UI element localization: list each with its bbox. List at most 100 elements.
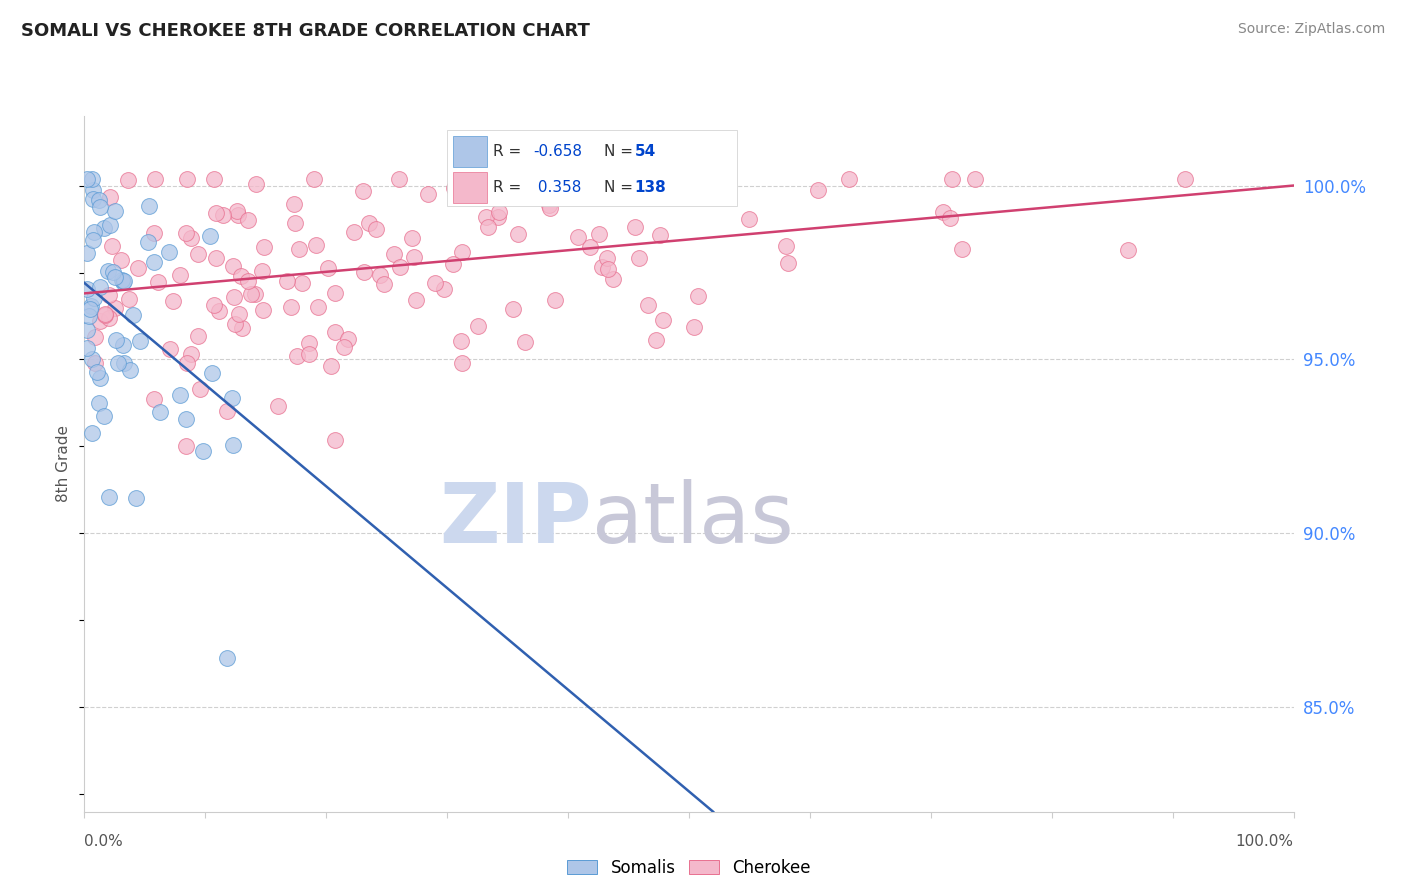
Point [624,219,647,234]
Point [477,220,499,235]
Point [112,275,135,289]
Point [353,265,375,279]
Point [652,312,675,326]
Point [298,335,321,350]
Point [221,391,243,405]
Point [602,272,624,286]
Point [298,346,321,360]
Point [738,211,761,226]
Point [280,300,302,314]
Text: 0.358: 0.358 [533,180,581,194]
Point [104,301,127,315]
Point [205,251,228,265]
Point [939,211,962,226]
Point [80,299,103,313]
Point [283,197,305,211]
Point [200,229,222,244]
Point [169,388,191,402]
Point [451,244,474,259]
Point [291,276,314,290]
Point [228,307,250,321]
Point [80,352,103,367]
Point [201,367,224,381]
Point [111,338,134,352]
Point [650,227,672,242]
Point [486,210,509,224]
Point [683,320,706,334]
Point [336,333,359,347]
Point [343,225,366,239]
Point [425,276,447,290]
Point [775,239,797,253]
Point [104,333,127,347]
Point [110,253,132,268]
Text: SOMALI VS CHEROKEE 8TH GRADE CORRELATION CHART: SOMALI VS CHEROKEE 8TH GRADE CORRELATION… [21,22,591,40]
Point [238,274,260,288]
Point [243,287,266,301]
Point [89,314,111,328]
Point [112,274,135,288]
Point [176,355,198,369]
Point [267,400,290,414]
Point [467,318,489,333]
Point [104,270,127,285]
Point [118,293,141,307]
Point [579,240,602,254]
Point [323,433,346,447]
Point [506,227,529,242]
Point [94,307,117,321]
Point [76,341,98,355]
Point [174,226,197,240]
Point [637,298,659,312]
Point [253,240,276,254]
Point [382,247,405,261]
Point [101,238,124,252]
Point [686,289,709,303]
Point [143,171,166,186]
Point [557,171,579,186]
Point [245,178,267,192]
Text: R =: R = [494,144,526,159]
Point [129,334,152,348]
Point [127,260,149,275]
Point [941,171,963,186]
Point [202,298,225,312]
Point [89,280,111,294]
Point [159,244,181,259]
Point [252,303,274,318]
Point [450,334,472,348]
Point [538,201,561,215]
Point [142,226,165,240]
Point [98,190,121,204]
Point [807,183,830,197]
Text: Source: ZipAtlas.com: Source: ZipAtlas.com [1237,22,1385,37]
Point [645,333,668,347]
Point [97,264,120,278]
Point [222,290,245,304]
Text: N =: N = [605,144,638,159]
Point [112,356,135,370]
Point [776,255,799,269]
Point [98,287,121,301]
Point [285,349,308,363]
Point [387,171,409,186]
Point [187,329,209,343]
Point [231,320,253,334]
FancyBboxPatch shape [453,136,486,167]
Point [359,216,381,230]
Point [222,259,245,273]
Point [373,277,395,291]
Point [564,171,586,186]
Point [148,275,170,289]
Text: 54: 54 [634,144,655,159]
Point [240,286,263,301]
Text: R =: R = [494,180,526,194]
Point [443,181,465,195]
Text: 100.0%: 100.0% [1236,834,1294,849]
Point [591,260,613,274]
Point [838,171,860,186]
Text: -0.658: -0.658 [533,144,582,159]
Point [107,356,129,370]
Point [675,171,697,186]
Text: atlas: atlas [592,479,794,560]
